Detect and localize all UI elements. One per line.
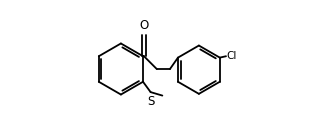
Text: Cl: Cl bbox=[227, 51, 237, 61]
Text: S: S bbox=[147, 95, 155, 108]
Text: O: O bbox=[139, 19, 148, 32]
